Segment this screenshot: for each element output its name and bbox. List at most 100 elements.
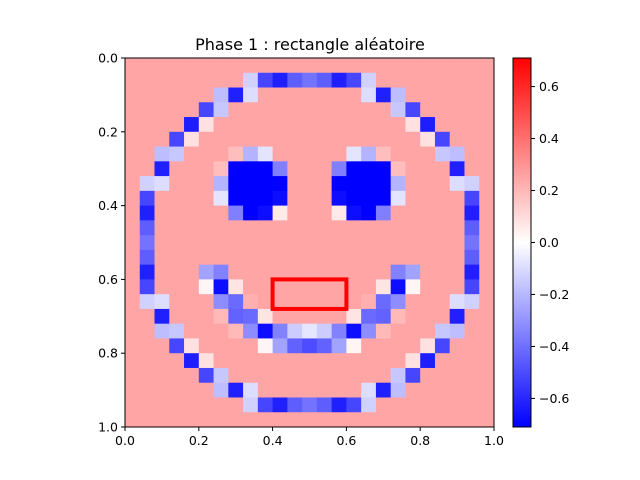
heatmap-cell (390, 87, 406, 103)
heatmap-cell (154, 87, 170, 103)
heatmap-cell (390, 367, 406, 384)
heatmap-cell (228, 412, 244, 428)
heatmap-cell (464, 190, 480, 207)
heatmap-cell (154, 308, 170, 325)
heatmap-cell (287, 146, 303, 162)
heatmap-cell (316, 367, 333, 384)
heatmap-cell (139, 220, 156, 236)
heatmap-cell (287, 323, 303, 339)
heatmap-cell (198, 131, 215, 148)
heatmap-cell (479, 205, 495, 221)
y-tick-label: 0.0 (98, 51, 118, 66)
heatmap-cell (361, 397, 377, 413)
heatmap-cell (346, 367, 362, 384)
heatmap-cell (198, 353, 215, 369)
heatmap-cell (420, 131, 436, 148)
x-tick-label: 0.8 (410, 433, 430, 448)
heatmap-cell (405, 279, 421, 295)
heatmap-cell (405, 382, 421, 398)
heatmap-cell (257, 249, 274, 266)
heatmap-cell (184, 176, 200, 192)
heatmap-cell (361, 190, 377, 207)
heatmap-cell (420, 58, 436, 74)
heatmap-cell (361, 353, 377, 369)
x-tick-label: 0.6 (336, 433, 356, 448)
heatmap-cell (390, 353, 406, 369)
heatmap-cell (434, 161, 451, 177)
heatmap-cell (169, 205, 185, 221)
heatmap-cell (257, 58, 274, 74)
x-tick-label: 1.0 (484, 433, 504, 448)
heatmap-cell (361, 102, 377, 118)
heatmap-cell (125, 131, 141, 148)
heatmap-cell (154, 220, 170, 236)
heatmap-cell (169, 176, 185, 192)
heatmap-cell (361, 264, 377, 280)
heatmap-cell (464, 308, 480, 325)
heatmap-cell (287, 58, 303, 74)
heatmap-cell (316, 102, 333, 118)
heatmap-cell (169, 235, 185, 251)
heatmap-cell (213, 176, 229, 192)
heatmap-cell (302, 412, 318, 428)
heatmap-cell (139, 323, 156, 339)
heatmap-cell (390, 397, 406, 413)
heatmap-cell (169, 397, 185, 413)
x-tick-label: 0.4 (263, 433, 283, 448)
heatmap-cell (331, 367, 347, 384)
heatmap-cell (139, 58, 156, 74)
heatmap-cell (154, 205, 170, 221)
heatmap-cell (139, 117, 156, 133)
heatmap-cell (302, 353, 318, 369)
colorbar-tick-label: 0.4 (539, 131, 559, 146)
heatmap-cell (390, 190, 406, 207)
heatmap-cell (257, 412, 274, 428)
heatmap-cell (213, 294, 229, 310)
heatmap-cell (287, 102, 303, 118)
heatmap-cell (257, 323, 274, 339)
heatmap-cell (154, 190, 170, 207)
heatmap-cell (449, 87, 465, 103)
heatmap-cell (375, 338, 392, 354)
heatmap-cell (154, 176, 170, 192)
heatmap-cell (302, 205, 318, 221)
heatmap-cell (198, 161, 215, 177)
heatmap-cell (213, 117, 229, 133)
heatmap-cell (434, 367, 451, 384)
heatmap-cell (346, 102, 362, 118)
heatmap-cell (302, 72, 318, 89)
heatmap-cell (228, 161, 244, 177)
heatmap-cell (139, 397, 156, 413)
heatmap-cell (479, 146, 495, 162)
heatmap-cell (302, 264, 318, 280)
heatmap-cell (346, 131, 362, 148)
heatmap-cell (479, 58, 495, 74)
heatmap-cell (213, 308, 229, 325)
heatmap-cell (316, 190, 333, 207)
heatmap-cell (361, 294, 377, 310)
heatmap-cell (287, 131, 303, 148)
heatmap-cell (243, 294, 259, 310)
heatmap-cell (184, 382, 200, 398)
heatmap-cell (479, 72, 495, 89)
heatmap-cell (420, 220, 436, 236)
heatmap-cell (287, 353, 303, 369)
heatmap-cell (139, 412, 156, 428)
heatmap-cell (154, 382, 170, 398)
heatmap-cell (302, 397, 318, 413)
heatmap-cell (257, 367, 274, 384)
heatmap-cell (302, 102, 318, 118)
heatmap-cell (420, 353, 436, 369)
heatmap-cell (449, 338, 465, 354)
heatmap-cell (331, 353, 347, 369)
heatmap-cell (272, 146, 288, 162)
heatmap-cell (272, 117, 288, 133)
heatmap-cell (213, 279, 229, 295)
heatmap-cell (390, 323, 406, 339)
heatmap-cell (154, 412, 170, 428)
heatmap-cell (449, 367, 465, 384)
heatmap-cell (375, 205, 392, 221)
heatmap-cell (184, 102, 200, 118)
heatmap-cell (420, 235, 436, 251)
heatmap-cell (169, 294, 185, 310)
